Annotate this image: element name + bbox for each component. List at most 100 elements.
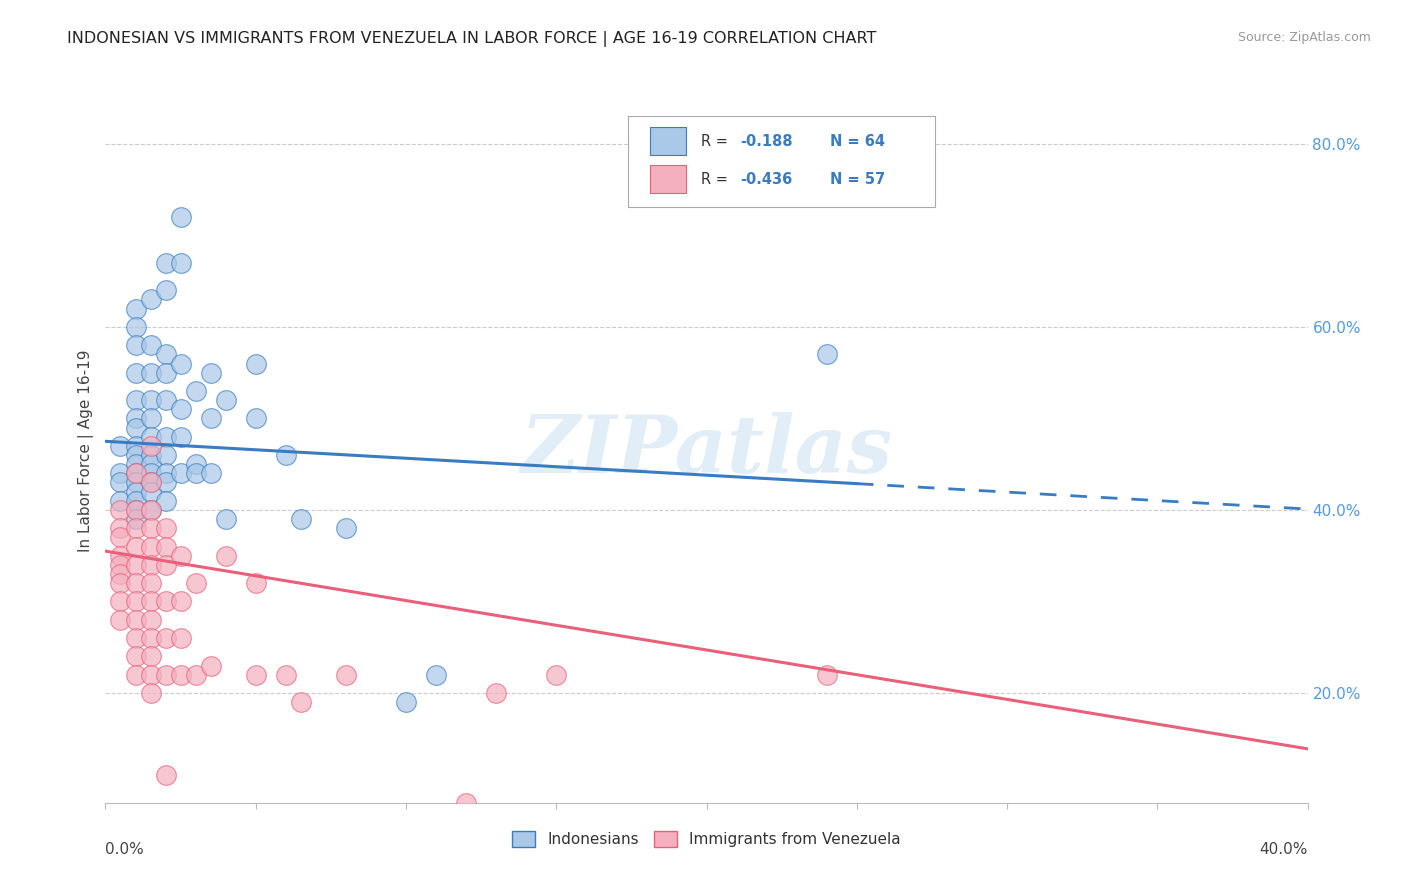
Point	[124, 503, 146, 517]
Point	[124, 503, 146, 517]
Point	[139, 430, 162, 444]
Point	[335, 521, 357, 535]
Point	[110, 530, 132, 544]
Point	[110, 521, 132, 535]
Point	[155, 393, 177, 408]
Point	[169, 256, 191, 270]
Point	[184, 576, 207, 591]
Point	[155, 558, 177, 572]
Point	[110, 567, 132, 582]
Point	[815, 347, 838, 361]
Point	[139, 667, 162, 681]
Point	[124, 439, 146, 453]
Point	[139, 613, 162, 627]
Point	[155, 594, 177, 608]
Point	[124, 411, 146, 425]
Point	[425, 667, 447, 681]
Point	[139, 393, 162, 408]
Point	[200, 658, 222, 673]
Point	[335, 667, 357, 681]
Point	[124, 521, 146, 535]
Point	[169, 357, 191, 371]
Text: N = 64: N = 64	[831, 134, 886, 149]
Point	[155, 667, 177, 681]
Point	[155, 347, 177, 361]
Point	[155, 631, 177, 645]
Point	[110, 576, 132, 591]
Point	[124, 467, 146, 481]
Point	[200, 467, 222, 481]
Point	[110, 594, 132, 608]
Point	[124, 467, 146, 481]
Point	[139, 467, 162, 481]
Point	[139, 558, 162, 572]
Point	[184, 667, 207, 681]
Point	[139, 366, 162, 380]
Bar	[650, 127, 686, 155]
Point	[124, 558, 146, 572]
Point	[815, 667, 838, 681]
Point	[274, 667, 297, 681]
Text: Source: ZipAtlas.com: Source: ZipAtlas.com	[1237, 31, 1371, 45]
Point	[546, 667, 568, 681]
Point	[155, 493, 177, 508]
Point	[169, 631, 191, 645]
Text: N = 57: N = 57	[831, 171, 886, 186]
Point	[139, 521, 162, 535]
Point	[169, 402, 191, 417]
Point	[290, 512, 312, 526]
Point	[124, 493, 146, 508]
Point	[169, 549, 191, 563]
Point	[139, 540, 162, 554]
Point	[155, 467, 177, 481]
Point	[139, 439, 162, 453]
Point	[395, 695, 418, 709]
Text: ZIPatlas: ZIPatlas	[520, 412, 893, 489]
Point	[155, 283, 177, 297]
Text: 40.0%: 40.0%	[1260, 841, 1308, 856]
Point	[245, 667, 267, 681]
Point	[139, 475, 162, 490]
Point	[245, 357, 267, 371]
Point	[245, 576, 267, 591]
Point	[139, 576, 162, 591]
Point	[139, 503, 162, 517]
Point	[139, 594, 162, 608]
Point	[214, 549, 236, 563]
Point	[184, 384, 207, 398]
Y-axis label: In Labor Force | Age 16-19: In Labor Force | Age 16-19	[79, 349, 94, 552]
FancyBboxPatch shape	[628, 116, 935, 207]
Point	[124, 420, 146, 434]
Point	[155, 448, 177, 462]
Point	[184, 467, 207, 481]
Point	[155, 256, 177, 270]
Point	[139, 338, 162, 352]
Point	[124, 540, 146, 554]
Point	[124, 448, 146, 462]
Point	[214, 512, 236, 526]
Point	[245, 411, 267, 425]
Point	[139, 686, 162, 700]
Point	[139, 457, 162, 471]
Point	[124, 649, 146, 664]
Point	[155, 768, 177, 782]
Point	[124, 631, 146, 645]
Point	[184, 457, 207, 471]
Text: INDONESIAN VS IMMIGRANTS FROM VENEZUELA IN LABOR FORCE | AGE 16-19 CORRELATION C: INDONESIAN VS IMMIGRANTS FROM VENEZUELA …	[67, 31, 877, 47]
Point	[169, 210, 191, 224]
Point	[124, 484, 146, 499]
Point	[124, 667, 146, 681]
Point	[124, 366, 146, 380]
Point	[485, 686, 508, 700]
Point	[139, 649, 162, 664]
Point	[169, 467, 191, 481]
Point	[139, 631, 162, 645]
Legend: Indonesians, Immigrants from Venezuela: Indonesians, Immigrants from Venezuela	[506, 825, 907, 853]
Bar	[650, 165, 686, 194]
Point	[139, 448, 162, 462]
Point	[200, 366, 222, 380]
Point	[110, 493, 132, 508]
Point	[110, 549, 132, 563]
Point	[290, 695, 312, 709]
Point	[110, 475, 132, 490]
